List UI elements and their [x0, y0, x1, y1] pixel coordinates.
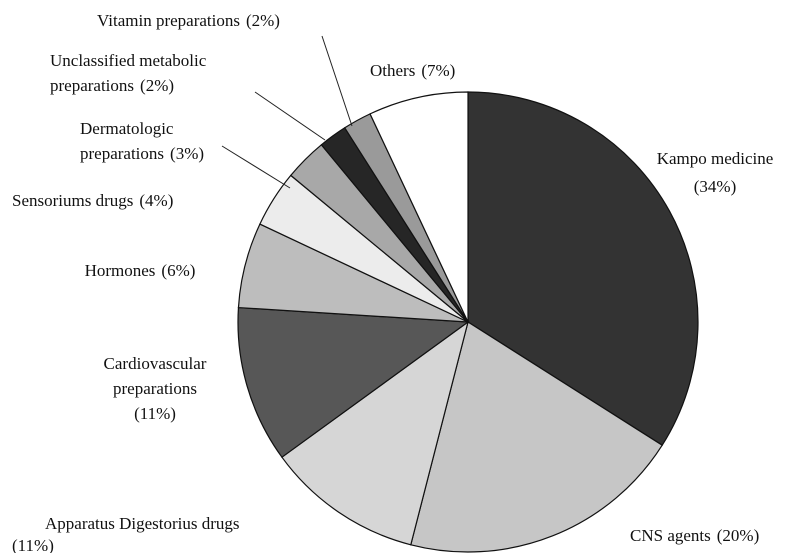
leader-line — [254, 91, 326, 141]
category-label: Others — [370, 61, 415, 80]
slice-label: preparations (2%) — [50, 76, 174, 95]
slice-label: Vitamin preparations (2%) — [97, 11, 280, 30]
slice-label: Kampo medicine — [657, 149, 774, 168]
value-label: (34%) — [694, 177, 736, 196]
category-label: preparations — [113, 379, 197, 398]
slice-label: (34%) — [694, 177, 736, 196]
value-label: (4%) — [139, 191, 173, 210]
slice-label: Dermatologic — [80, 119, 174, 138]
value-label: (7%) — [421, 61, 455, 80]
slice-label: Apparatus Digestorius drugs — [45, 514, 240, 533]
slice-label: Others (7%) — [370, 61, 455, 80]
pie-slice — [410, 321, 664, 553]
value-label: (2%) — [246, 11, 280, 30]
pie-slice — [237, 306, 470, 459]
category-label: Apparatus Digestorius drugs — [45, 514, 240, 533]
value-label: (20%) — [717, 526, 759, 545]
value-label: (11%) — [12, 536, 54, 553]
category-label: Cardiovascular — [104, 354, 207, 373]
value-label: (2%) — [140, 76, 174, 95]
slice-label: preparations — [113, 379, 197, 398]
pie-slice — [467, 91, 699, 447]
slice-label: Sensoriums drugs (4%) — [12, 191, 173, 210]
category-label: Kampo medicine — [657, 149, 774, 168]
category-label: Hormones — [85, 261, 156, 280]
category-label: Dermatologic — [80, 119, 174, 138]
slice-label: preparations (3%) — [80, 144, 204, 163]
slice-label: (11%) — [134, 404, 176, 423]
pie-slice — [281, 320, 469, 546]
category-label: Vitamin preparations — [97, 11, 240, 30]
category-label: preparations — [50, 76, 134, 95]
leader-line — [321, 35, 353, 127]
slice-label: (11%) — [12, 536, 54, 553]
slice-label: Cardiovascular — [104, 354, 207, 373]
category-label: Unclassified metabolic — [50, 51, 207, 70]
slice-label: CNS agents (20%) — [630, 526, 759, 545]
category-label: CNS agents — [630, 526, 711, 545]
category-label: preparations — [80, 144, 164, 163]
slice-label: Hormones (6%) — [85, 261, 196, 280]
slice-label: Unclassified metabolic — [50, 51, 207, 70]
pie-slice — [369, 91, 469, 323]
leader-line — [221, 145, 291, 189]
value-label: (11%) — [134, 404, 176, 423]
value-label: (6%) — [161, 261, 195, 280]
value-label: (3%) — [170, 144, 204, 163]
category-label: Sensoriums drugs — [12, 191, 133, 210]
